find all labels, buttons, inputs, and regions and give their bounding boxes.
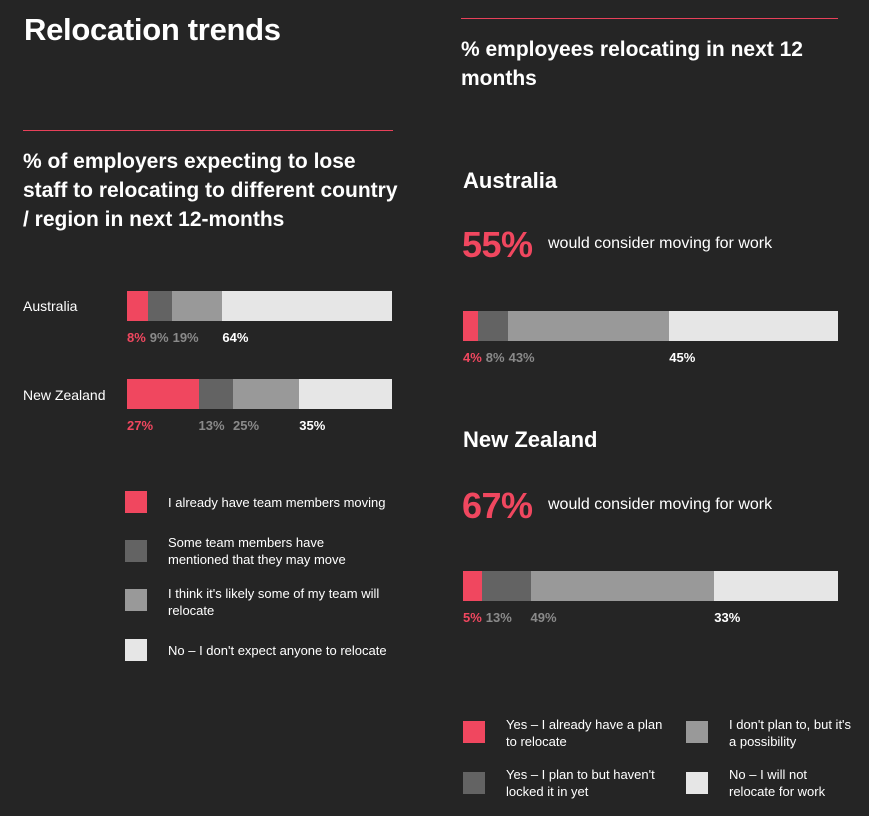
legend-label: I already have team members moving <box>168 495 386 510</box>
bar-segment-new-zealand-3 <box>232 379 300 409</box>
data-label-new-zealand-3: 49% <box>530 610 557 625</box>
data-label-australia-3: 43% <box>508 350 535 365</box>
data-label-new-zealand-4: 35% <box>299 418 326 433</box>
data-label-new-zealand-3: 25% <box>233 418 260 433</box>
data-label-australia-4: 45% <box>669 350 696 365</box>
data-label-new-zealand-4: 33% <box>714 610 741 625</box>
legend-swatch <box>686 721 708 743</box>
legend-swatch <box>125 639 147 661</box>
bar-labels-australia: 4% 8% 43% 45% <box>463 350 838 366</box>
category-label-australia: Australia <box>23 298 78 314</box>
section-divider <box>23 130 393 131</box>
bar-segment-new-zealand-1 <box>127 379 199 409</box>
data-label-australia-2: 9% <box>149 330 169 345</box>
bar-segment-new-zealand-3 <box>530 571 715 601</box>
category-label-new-zealand: New Zealand <box>23 387 106 403</box>
data-label-australia-2: 8% <box>485 350 505 365</box>
bar-segment-australia-4 <box>222 291 392 321</box>
legend-swatch <box>125 540 147 562</box>
bar-segment-australia-2 <box>478 311 508 341</box>
group-title-new-zealand: New Zealand <box>463 427 598 452</box>
data-label-australia-1: 4% <box>463 350 482 365</box>
bar-segment-new-zealand-4 <box>299 379 392 409</box>
data-label-new-zealand-2: 13% <box>485 610 512 625</box>
employers-chart-title: % of employers expecting to lose staff t… <box>23 150 398 231</box>
bar-segment-new-zealand-2 <box>198 379 233 409</box>
page-title: Relocation trends <box>24 12 281 47</box>
stacked-bar-australia <box>463 311 838 341</box>
headline-text-new-zealand: would consider moving for work <box>548 496 773 513</box>
legend-swatch <box>125 589 147 611</box>
legend-swatch <box>125 491 147 513</box>
headline-percent-australia: 55% <box>462 224 533 265</box>
stacked-bar-australia <box>127 291 392 321</box>
data-label-new-zealand-1: 27% <box>127 418 154 433</box>
legend-label: I don't plan to, but it's a possibility <box>729 717 852 749</box>
bar-labels-new-zealand: 5% 13% 49% 33% <box>463 610 838 626</box>
bar-segment-australia-2 <box>148 291 173 321</box>
legend-label: Yes – I already have a plan to relocate <box>506 717 663 749</box>
bar-segment-australia-3 <box>508 311 670 341</box>
data-label-australia-4: 64% <box>222 330 249 345</box>
section-divider <box>461 18 838 19</box>
data-label-new-zealand-1: 5% <box>463 610 482 625</box>
stacked-bar-new-zealand <box>463 571 838 601</box>
bar-labels-new-zealand: 27% 13% 25% 35% <box>127 418 392 434</box>
bar-segment-new-zealand-4 <box>714 571 838 601</box>
employees-chart-title: % employees relocating in next 12 months <box>461 38 803 90</box>
headline-text-australia: would consider moving for work <box>548 235 773 252</box>
stacked-bar-new-zealand <box>127 379 392 409</box>
legend-label: Some team members have mentioned that th… <box>168 535 346 567</box>
legend-label: I think it's likely some of my team will… <box>168 586 380 618</box>
legend-swatch <box>463 721 485 743</box>
bar-segment-australia-4 <box>669 311 838 341</box>
legend-label: No – I will not relocate for work <box>729 767 826 799</box>
data-label-new-zealand-2: 13% <box>198 418 225 433</box>
data-label-australia-3: 19% <box>172 330 199 345</box>
bar-segment-new-zealand-1 <box>463 571 482 601</box>
bar-segment-australia-1 <box>463 311 478 341</box>
bar-segment-australia-1 <box>127 291 149 321</box>
legend-swatch <box>686 772 708 794</box>
bar-labels-australia: 8% 9% 19% 64% <box>127 330 392 346</box>
legend-label: Yes – I plan to but haven't locked it in… <box>506 767 655 799</box>
bar-segment-australia-3 <box>172 291 223 321</box>
data-label-australia-1: 8% <box>127 330 146 345</box>
group-title-australia: Australia <box>463 168 558 193</box>
headline-percent-new-zealand: 67% <box>462 485 533 526</box>
bar-segment-new-zealand-2 <box>481 571 531 601</box>
legend-label: No – I don't expect anyone to relocate <box>168 643 387 658</box>
legend-swatch <box>463 772 485 794</box>
